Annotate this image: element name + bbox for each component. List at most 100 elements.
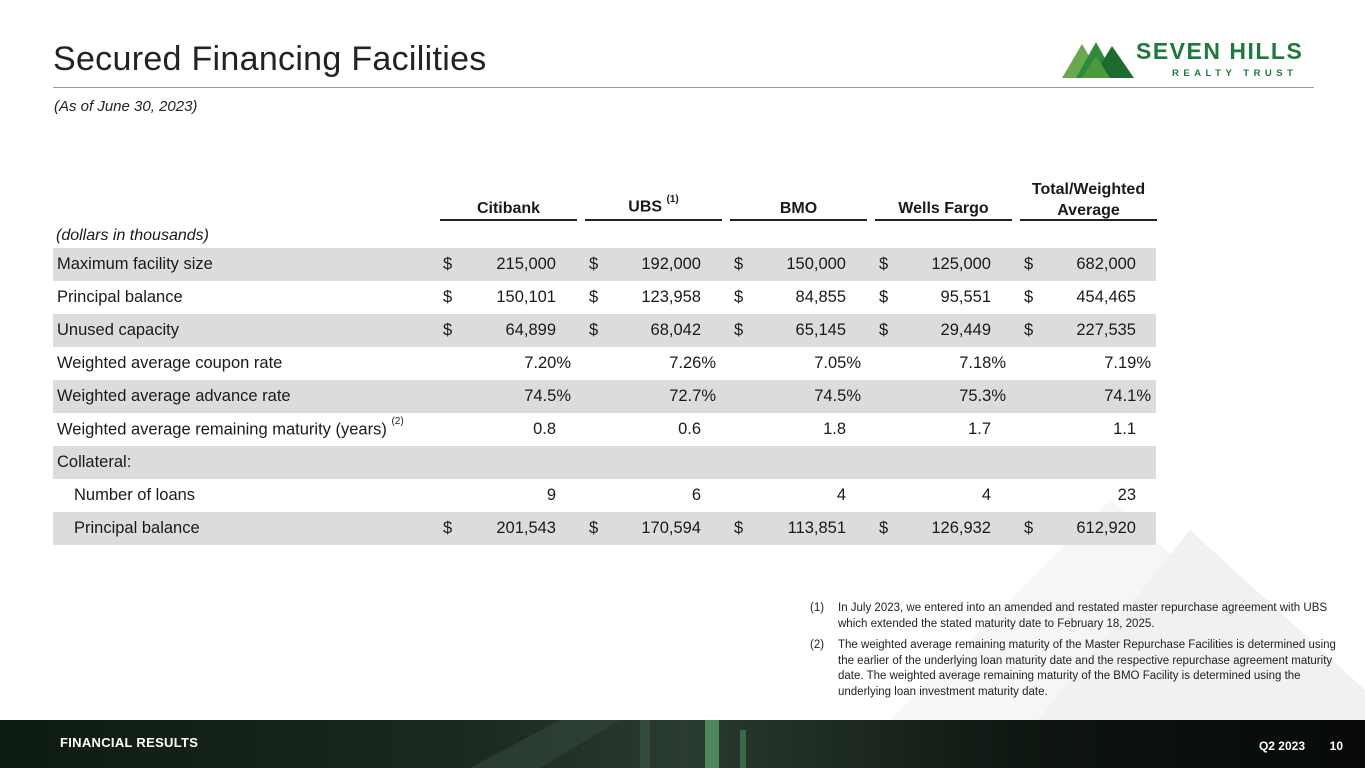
currency-symbol: $ bbox=[734, 519, 744, 537]
page-number: 10 bbox=[1329, 739, 1343, 753]
logo-tagline: REALTY TRUST bbox=[1172, 68, 1298, 79]
row-label: Unused capacity bbox=[57, 321, 179, 339]
cell-value: 74.1% bbox=[1104, 387, 1151, 405]
currency-symbol: $ bbox=[734, 288, 744, 306]
cell-value: 113,851 bbox=[787, 519, 846, 537]
period-label: Q2 2023 bbox=[1258, 739, 1305, 753]
cell-value: 7.20% bbox=[524, 354, 571, 372]
cell-value: 7.05% bbox=[814, 354, 861, 372]
row-label: Weighted average remaining maturity (yea… bbox=[57, 416, 404, 439]
footnote-number: (2) bbox=[810, 639, 825, 651]
table-row: Weighted average coupon rate 7.20% 7.26% 7.… bbox=[53, 347, 1156, 380]
currency-symbol: $ bbox=[443, 519, 453, 537]
cell-value: 64,899 bbox=[505, 321, 556, 339]
cell-value: 6 bbox=[691, 486, 701, 504]
currency-symbol: $ bbox=[1024, 255, 1034, 273]
cell-value: 23 bbox=[1117, 486, 1136, 504]
cell-value: 123,958 bbox=[641, 288, 701, 306]
cell-value: 201,543 bbox=[496, 519, 556, 537]
cell-value: 74.5% bbox=[524, 387, 571, 405]
header-underline bbox=[440, 219, 577, 221]
row-label: Principal balance bbox=[57, 288, 183, 306]
units-note: (dollars in thousands) bbox=[56, 227, 209, 244]
cell-value: 65,145 bbox=[795, 321, 846, 339]
cell-value: 150,000 bbox=[786, 255, 846, 273]
column-header-citibank: Citibank bbox=[476, 200, 541, 217]
cell-value: 170,594 bbox=[641, 519, 701, 537]
cell-value: 7.26% bbox=[669, 354, 716, 372]
cell-value: 227,535 bbox=[1076, 321, 1136, 339]
cell-value: 95,551 bbox=[940, 288, 991, 306]
currency-symbol: $ bbox=[443, 321, 453, 339]
row-label: Weighted average coupon rate bbox=[57, 354, 283, 372]
column-header-wells-fargo: Wells Fargo bbox=[898, 200, 989, 217]
footnote-ref-1: (1) bbox=[666, 194, 679, 205]
table-row: Principal balance $150,101 $123,958 $84,855… bbox=[53, 281, 1156, 314]
currency-symbol: $ bbox=[879, 321, 889, 339]
footnote-text: The weighted average remaining maturity … bbox=[838, 639, 1336, 698]
currency-symbol: $ bbox=[879, 255, 889, 273]
section-label: FINANCIAL RESULTS bbox=[60, 735, 199, 750]
cell-value: 1.7 bbox=[968, 420, 991, 438]
footnote-text: In July 2023, we entered into an amended… bbox=[838, 602, 1328, 630]
cell-value: 7.18% bbox=[959, 354, 1006, 372]
currency-symbol: $ bbox=[734, 255, 744, 273]
background-mountain-graphic bbox=[880, 500, 1365, 730]
cell-value: 74.5% bbox=[814, 387, 861, 405]
cell-value: 84,855 bbox=[795, 288, 846, 306]
cell-value: 0.6 bbox=[678, 420, 701, 438]
cell-value: 1.8 bbox=[823, 420, 846, 438]
currency-symbol: $ bbox=[443, 288, 453, 306]
header-underline bbox=[730, 219, 867, 221]
column-header-total: Total/Weighted Average bbox=[1031, 181, 1146, 219]
table-row: Maximum facility size $215,000 $192,000 $15… bbox=[53, 248, 1156, 281]
row-label: Principal balance bbox=[74, 519, 200, 537]
row-label: Weighted average advance rate bbox=[57, 387, 291, 405]
currency-symbol: $ bbox=[443, 255, 453, 273]
cell-value: 0.8 bbox=[533, 420, 556, 438]
cell-value: 612,920 bbox=[1076, 519, 1136, 537]
table-row: Weighted average remaining maturity (yea… bbox=[53, 413, 1156, 446]
table-row: Principal balance $201,543 $170,594 $113,85… bbox=[53, 512, 1156, 545]
cell-value: 192,000 bbox=[641, 255, 701, 273]
footnote-ref-2: (2) bbox=[391, 416, 404, 427]
cell-value: 1.1 bbox=[1113, 420, 1136, 438]
currency-symbol: $ bbox=[589, 288, 599, 306]
table-row: Number of loans 9 6 4 4 23 bbox=[53, 479, 1156, 512]
cell-value: 75.3% bbox=[959, 387, 1006, 405]
currency-symbol: $ bbox=[879, 519, 889, 537]
footer-background-graphic bbox=[0, 720, 1365, 768]
currency-symbol: $ bbox=[1024, 321, 1034, 339]
table-row: Weighted average advance rate 74.5% 72.7% 7… bbox=[53, 380, 1156, 413]
row-label: Maximum facility size bbox=[57, 255, 213, 273]
cell-value: 215,000 bbox=[496, 255, 556, 273]
currency-symbol: $ bbox=[1024, 288, 1034, 306]
header-underline bbox=[875, 219, 1012, 221]
currency-symbol: $ bbox=[879, 288, 889, 306]
mountain-logo-icon bbox=[1062, 42, 1134, 78]
currency-symbol: $ bbox=[589, 519, 599, 537]
cell-value: 150,101 bbox=[496, 288, 556, 306]
cell-value: 7.19% bbox=[1104, 354, 1151, 372]
cell-value: 125,000 bbox=[931, 255, 991, 273]
title-divider bbox=[53, 87, 1314, 88]
footnote: (1) In July 2023, we entered into an ame… bbox=[810, 601, 1340, 632]
cell-value: 454,465 bbox=[1076, 288, 1136, 306]
cell-value: 29,449 bbox=[940, 321, 991, 339]
table-row: Collateral: bbox=[53, 446, 1156, 479]
cell-value: 68,042 bbox=[650, 321, 701, 339]
cell-value: 126,932 bbox=[931, 519, 991, 537]
header-underline bbox=[1020, 219, 1157, 221]
currency-symbol: $ bbox=[1024, 519, 1034, 537]
cell-value: 4 bbox=[981, 486, 991, 504]
column-header-ubs: UBS (1) bbox=[628, 194, 679, 216]
page-title: Secured Financing Facilities bbox=[53, 40, 487, 78]
table-row: Unused capacity $64,899 $68,042 $65,145 $29,… bbox=[53, 314, 1156, 347]
footnote: (2) The weighted average remaining matur… bbox=[810, 638, 1340, 700]
footer-bar: FINANCIAL RESULTS Q2 2023 10 bbox=[0, 720, 1365, 768]
row-label: Number of loans bbox=[74, 486, 196, 504]
company-logo: SEVEN HILLS REALTY TRUST bbox=[1062, 38, 1314, 82]
cell-value: 9 bbox=[546, 486, 556, 504]
currency-symbol: $ bbox=[734, 321, 744, 339]
footnotes: (1) In July 2023, we entered into an ame… bbox=[810, 601, 1340, 706]
